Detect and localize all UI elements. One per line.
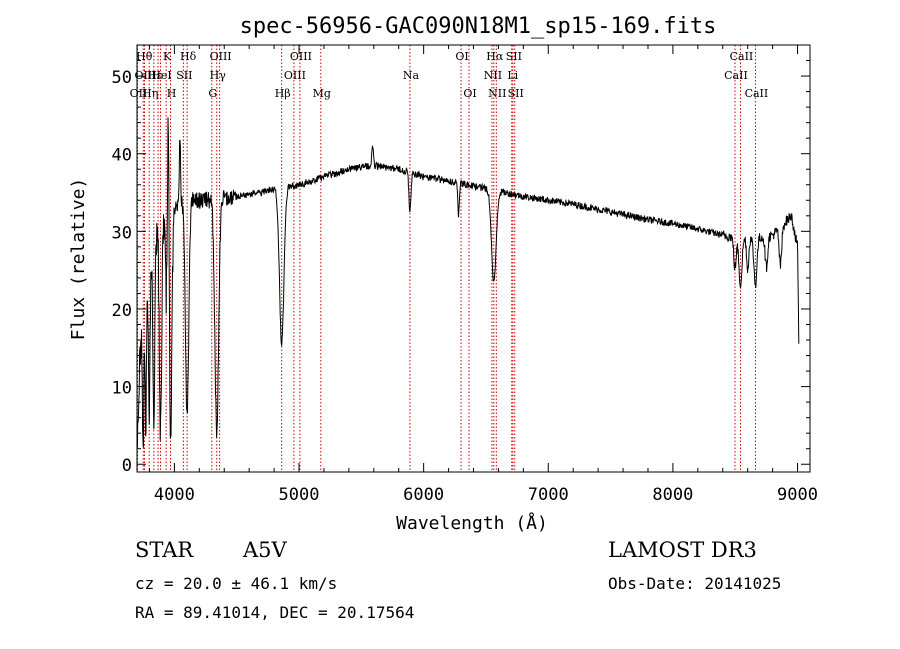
line-marker-label: OIII bbox=[284, 69, 306, 82]
y-tick-label: 40 bbox=[112, 146, 132, 166]
x-axis: 4000 5000 6000 7000 8000 9000 bbox=[148, 45, 818, 505]
line-marker-label: SII bbox=[508, 87, 524, 100]
observation-date: Obs-Date: 20141025 bbox=[608, 574, 782, 593]
line-marker-label: OI bbox=[455, 50, 468, 63]
spectrum-line bbox=[136, 117, 800, 448]
line-marker-label: Hα bbox=[486, 50, 504, 63]
line-marker-label: H bbox=[167, 87, 177, 100]
y-axis: 0 10 20 30 40 50 bbox=[112, 60, 810, 476]
line-marker-label: Hγ bbox=[210, 69, 227, 82]
chart-title: spec-56956-GAC090N18M1_sp15-169.fits bbox=[240, 14, 717, 39]
line-marker-label: Hδ bbox=[180, 50, 197, 63]
y-tick-label: 50 bbox=[112, 68, 132, 88]
survey-name: LAMOST DR3 bbox=[608, 538, 757, 562]
line-marker-label: G bbox=[208, 87, 217, 100]
line-marker-label: Hθ bbox=[136, 50, 153, 63]
line-marker-label: OIII bbox=[210, 50, 232, 63]
line-marker-label: OII bbox=[130, 87, 148, 100]
object-class: STAR bbox=[135, 538, 194, 562]
y-tick-label: 30 bbox=[112, 223, 132, 243]
line-marker-label: SII bbox=[506, 50, 522, 63]
x-tick-label: 4000 bbox=[154, 485, 195, 505]
y-tick-label: 10 bbox=[112, 379, 132, 399]
line-marker-label: NII bbox=[488, 87, 506, 100]
x-tick-label: 9000 bbox=[777, 485, 818, 505]
line-marker-label: K bbox=[163, 50, 172, 63]
object-subclass: A5V bbox=[243, 538, 287, 562]
x-tick-label: 5000 bbox=[279, 485, 320, 505]
line-marker-label: Na bbox=[403, 69, 420, 82]
line-marker-label: OIII bbox=[134, 69, 156, 82]
y-tick-label: 0 bbox=[122, 456, 132, 476]
line-marker-label: HeI bbox=[151, 69, 171, 82]
line-marker-label: Hε bbox=[147, 69, 163, 82]
line-marker-label: Mg bbox=[313, 87, 331, 100]
redshift-cz: cz = 20.0 ± 46.1 km/s bbox=[135, 574, 338, 593]
line-marker-label: Li bbox=[507, 69, 518, 82]
line-marker-label: Hη bbox=[142, 87, 158, 100]
x-axis-label: Wavelength (Å) bbox=[396, 512, 548, 534]
line-marker-label: CaII bbox=[724, 69, 748, 82]
line-markers bbox=[136, 45, 756, 472]
coordinates-ra-dec: RA = 89.41014, DEC = 20.17564 bbox=[135, 603, 415, 622]
x-tick-label: 7000 bbox=[528, 485, 569, 505]
line-marker-label: CaII bbox=[745, 87, 769, 100]
plot-frame bbox=[136, 44, 811, 473]
x-tick-label: 8000 bbox=[652, 485, 693, 505]
y-axis-label: Flux (relative) bbox=[68, 178, 89, 341]
line-marker-label: SII bbox=[176, 69, 192, 82]
x-tick-label: 6000 bbox=[403, 485, 444, 505]
y-tick-label: 20 bbox=[112, 301, 132, 321]
line-marker-label: OIII bbox=[290, 50, 312, 63]
spectrum-trace bbox=[136, 117, 800, 448]
line-marker-label: CaII bbox=[730, 50, 754, 63]
line-marker-label: Hβ bbox=[275, 87, 291, 100]
line-marker-label: NII bbox=[484, 69, 502, 82]
line-marker-label: OI bbox=[463, 87, 476, 100]
